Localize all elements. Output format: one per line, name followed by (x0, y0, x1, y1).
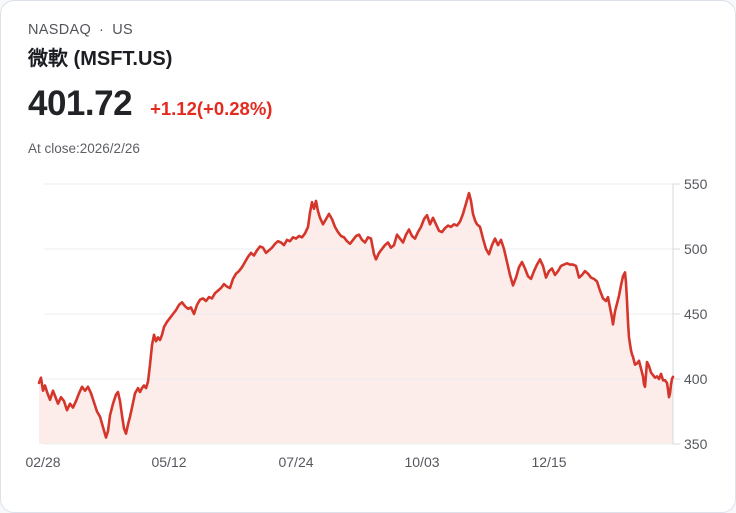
x-axis-label: 07/24 (278, 454, 314, 470)
x-axis-label: 05/12 (151, 454, 187, 470)
stock-title: 微軟 (MSFT.US) (28, 48, 173, 70)
exchange-info: NASDAQ · US (28, 22, 133, 38)
y-axis-label: 450 (684, 306, 708, 322)
last-price: 401.72 (28, 84, 133, 123)
market-region: US (112, 22, 133, 38)
as-of-timestamp: At close:2026/2/26 (28, 141, 140, 156)
x-axis-label: 02/28 (25, 454, 61, 470)
price-line (37, 191, 675, 439)
price-row: 401.72 +1.12(+0.28%) (28, 84, 272, 124)
y-axis-label: 350 (684, 436, 708, 452)
exchange-separator-icon: · (99, 22, 105, 38)
x-axis-label: 10/03 (404, 454, 440, 470)
y-axis-label: 550 (684, 176, 708, 192)
x-axis-label: 12/15 (531, 454, 567, 470)
y-axis-label: 500 (684, 241, 708, 257)
exchange-name: NASDAQ (28, 22, 92, 38)
y-axis-label: 400 (684, 371, 708, 387)
area-fill (39, 193, 673, 444)
price-change: +1.12(+0.28%) (150, 98, 273, 119)
